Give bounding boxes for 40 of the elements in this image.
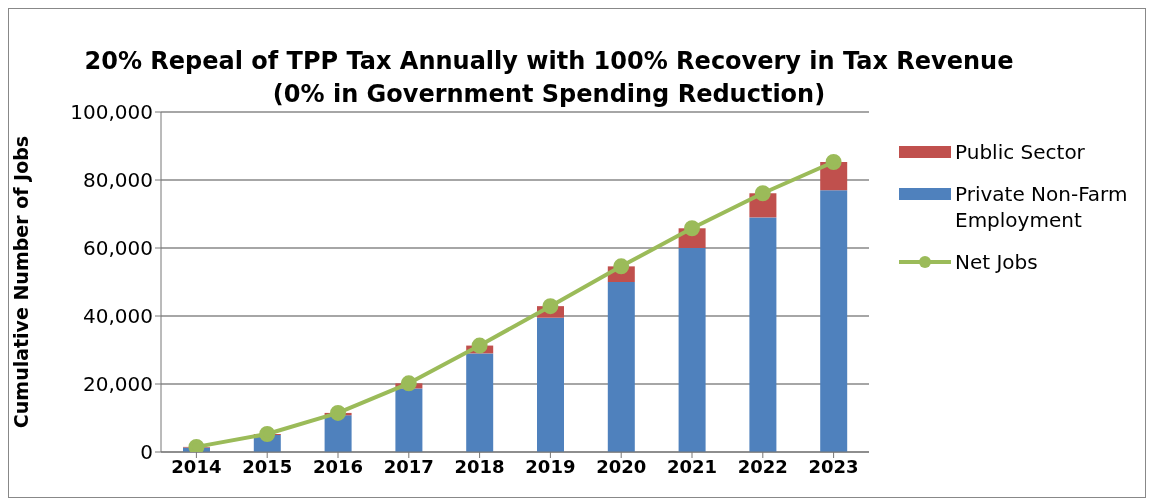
bar [395, 388, 423, 452]
legend-label: Private Non-Farm Employment [955, 181, 1129, 233]
point [400, 375, 417, 392]
y-axis-title: Cumulative Number of Jobs [9, 135, 32, 429]
bar [820, 190, 848, 452]
point [613, 258, 630, 275]
x-tick-label: 2021 [666, 455, 718, 477]
y-tick-label: 100,000 [70, 100, 153, 125]
x-tick-label: 2017 [383, 455, 434, 477]
y-tick-label: 80,000 [83, 168, 153, 193]
legend-label: Net Jobs [955, 249, 1038, 275]
x-tick-label: 2019 [525, 455, 576, 477]
bar [678, 248, 706, 452]
x-tick-label: 2020 [596, 455, 647, 477]
x-tick-label: 2018 [454, 455, 505, 477]
y-tick-label: 0 [140, 440, 153, 465]
y-tick-label: 40,000 [83, 304, 153, 329]
point [542, 298, 559, 315]
point [471, 337, 488, 354]
bar [607, 282, 635, 452]
bar [466, 353, 494, 452]
x-tick-label: 2022 [737, 455, 788, 477]
point [259, 425, 276, 442]
legend-label: Public Sector [955, 139, 1085, 165]
point [754, 185, 771, 202]
point [188, 438, 205, 452]
y-tick-label: 60,000 [83, 236, 153, 261]
bar [537, 317, 564, 452]
x-tick-label: 2016 [312, 455, 364, 477]
x-tick-label: 2023 [808, 455, 859, 477]
point [684, 220, 700, 237]
bar [324, 415, 352, 452]
point [330, 404, 346, 421]
bar [749, 217, 777, 452]
chart-subtitle: (0% in Government Spending Reduction) [272, 80, 826, 108]
point [825, 153, 842, 170]
x-tick-label: 2015 [242, 455, 293, 477]
chart-title: 20% Repeal of TPP Tax Annually with 100% Recovery in Tax Revenue [83, 46, 1015, 77]
x-tick-label: 2014 [171, 455, 222, 477]
y-tick-label: 20,000 [83, 372, 153, 397]
